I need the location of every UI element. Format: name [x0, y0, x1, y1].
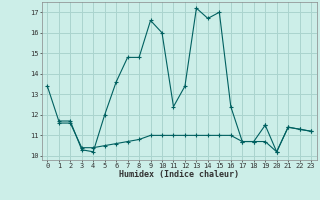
X-axis label: Humidex (Indice chaleur): Humidex (Indice chaleur)	[119, 170, 239, 179]
